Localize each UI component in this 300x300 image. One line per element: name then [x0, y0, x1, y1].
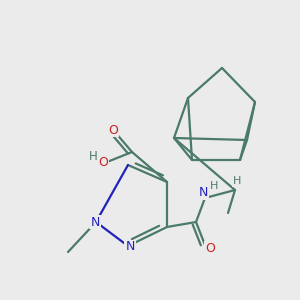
Text: H: H [233, 176, 241, 186]
Text: O: O [108, 124, 118, 136]
Text: H: H [88, 151, 98, 164]
Text: N: N [90, 215, 100, 229]
Text: H: H [210, 181, 218, 191]
Text: N: N [125, 241, 135, 254]
Text: O: O [205, 242, 215, 254]
Text: N: N [198, 187, 208, 200]
Text: O: O [98, 157, 108, 169]
